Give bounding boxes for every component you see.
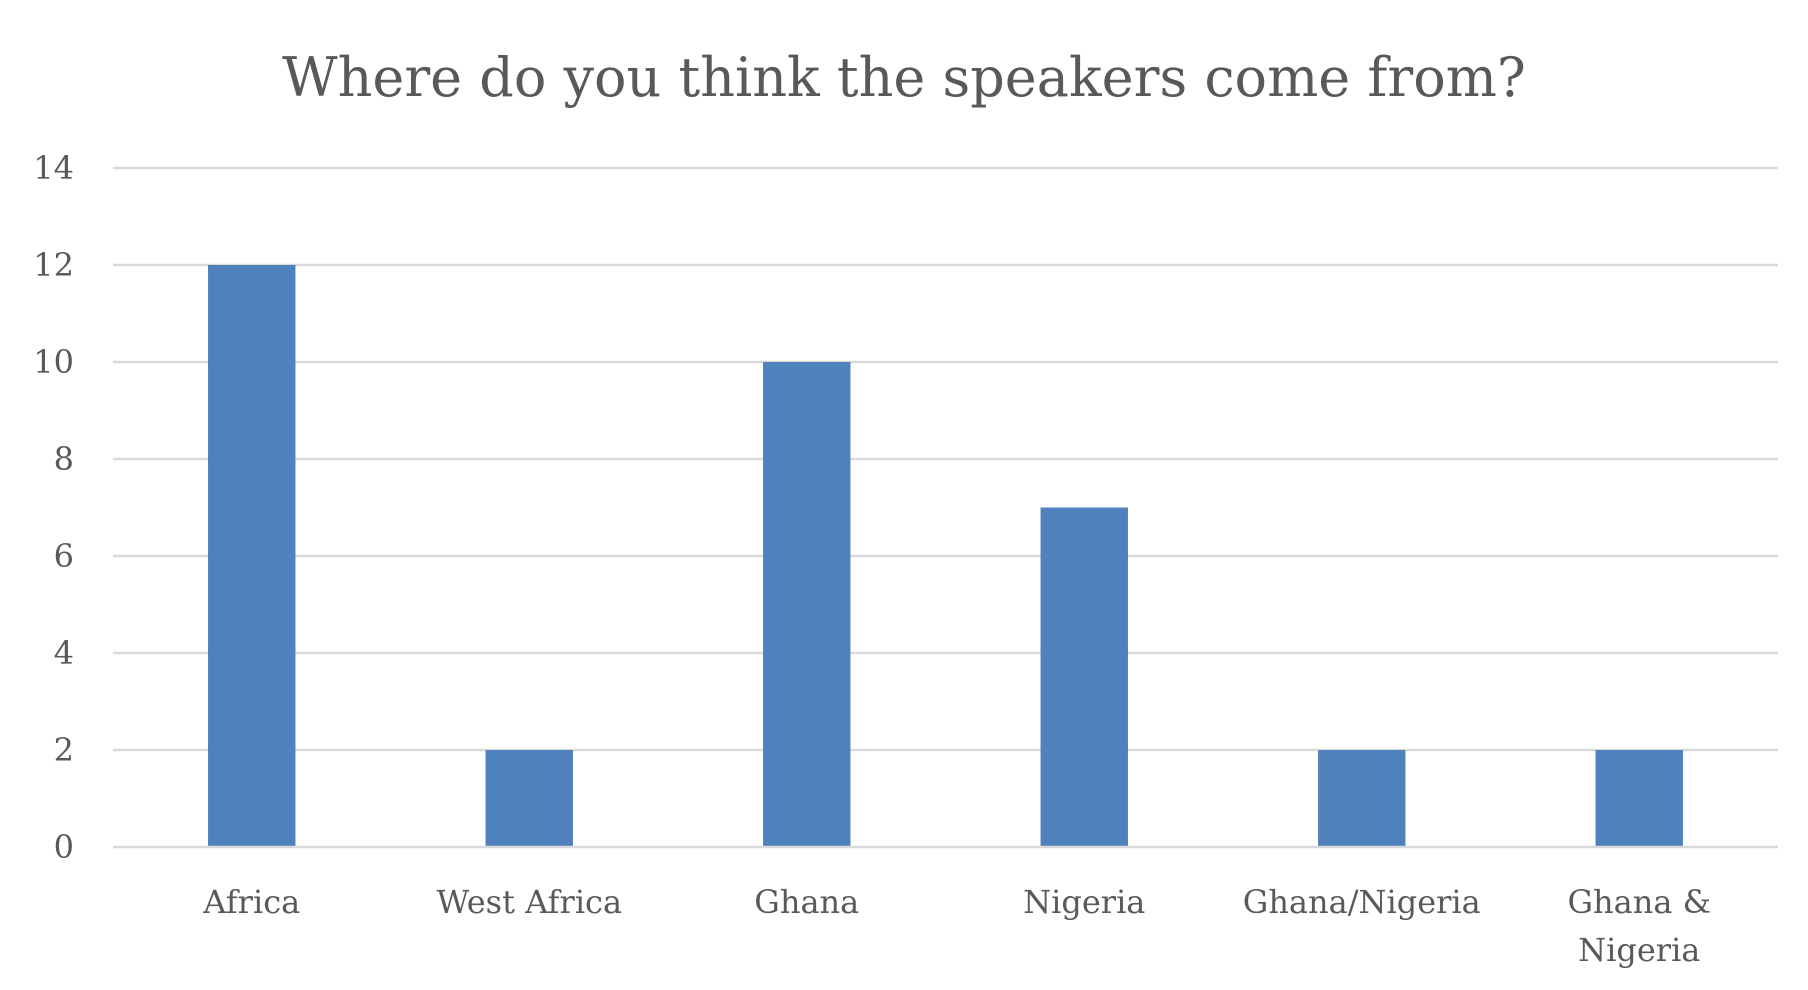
bar-ghana	[763, 362, 851, 847]
bar-west-africa	[485, 750, 573, 847]
x-tick-label: Ghana &	[1567, 883, 1711, 921]
y-tick-label: 0	[54, 828, 74, 866]
y-tick-label: 10	[33, 343, 74, 381]
y-axis-tick-labels: 0 2 4 6 8 10 12 14	[33, 149, 74, 866]
y-tick-label: 12	[33, 246, 74, 284]
bar-ghana-nigeria	[1595, 750, 1683, 847]
x-tick-label: Ghana	[754, 883, 859, 921]
bar-africa	[208, 265, 296, 847]
y-tick-label: 6	[54, 537, 74, 575]
y-tick-label: 8	[54, 440, 74, 478]
x-tick-label: West Africa	[436, 883, 622, 921]
grid-lines	[113, 166, 1778, 752]
y-tick-label: 14	[33, 149, 74, 187]
bars	[208, 265, 1683, 847]
bar-nigeria	[1040, 507, 1128, 847]
x-tick-label: Nigeria	[1023, 883, 1145, 921]
y-tick-label: 4	[54, 634, 74, 672]
x-tick-label: Nigeria	[1578, 931, 1700, 969]
x-tick-label: Africa	[202, 883, 300, 921]
y-tick-label: 2	[54, 731, 74, 769]
x-tick-label: Ghana/Nigeria	[1243, 883, 1481, 921]
chart-title: Where do you think the speakers come fro…	[282, 46, 1526, 109]
x-axis-tick-labels: Africa West Africa Ghana Nigeria Ghana/Niger…	[202, 883, 1711, 969]
bar-ghana-nigeria	[1318, 750, 1406, 847]
